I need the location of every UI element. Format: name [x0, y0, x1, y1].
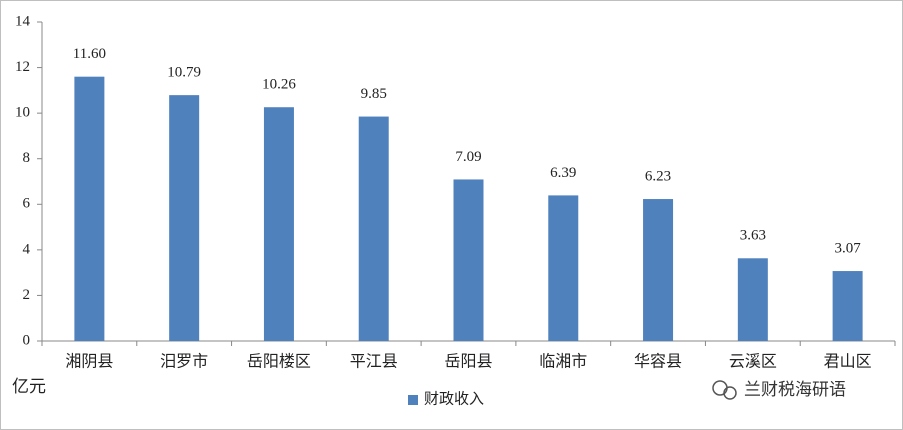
bar [643, 199, 674, 341]
x-tick-label: 君山区 [824, 353, 872, 371]
x-tick-label: 平江县 [350, 353, 398, 371]
data-label: 3.63 [740, 228, 766, 244]
x-tick-label: 岳阳楼区 [247, 353, 311, 371]
y-tick-label: 14 [15, 13, 31, 29]
y-tick-label: 0 [23, 332, 31, 348]
y-tick-label: 10 [15, 105, 30, 121]
y-tick-label: 4 [23, 241, 31, 257]
legend-swatch [408, 395, 418, 405]
y-tick-label: 12 [15, 59, 30, 75]
bar [358, 116, 389, 341]
data-label: 3.07 [834, 240, 861, 256]
data-label: 6.39 [550, 165, 576, 181]
data-label: 9.85 [361, 86, 387, 102]
data-label: 10.26 [262, 77, 296, 93]
bar [169, 95, 200, 341]
data-label: 10.79 [167, 65, 201, 81]
bar [737, 258, 768, 341]
x-tick-label: 临湘市 [539, 353, 587, 371]
watermark: 兰财税海研语 [744, 380, 846, 400]
x-tick-label: 华容县 [634, 353, 682, 371]
y-tick-label: 8 [23, 150, 31, 166]
x-tick-label: 湘阴县 [65, 353, 113, 371]
y-axis-label: 亿元 [12, 377, 46, 396]
bar [74, 76, 105, 341]
x-tick-label: 云溪区 [729, 353, 777, 371]
data-label: 11.60 [73, 46, 106, 62]
watermark-icon [712, 380, 737, 400]
bar [263, 107, 294, 342]
data-label: 7.09 [455, 149, 481, 165]
y-tick-label: 6 [23, 196, 31, 212]
data-label: 6.23 [645, 168, 671, 184]
y-tick-label: 2 [23, 287, 31, 303]
x-tick-label: 汨罗市 [160, 353, 208, 371]
bar [548, 195, 579, 341]
bar [832, 271, 863, 341]
legend-label: 财政收入 [424, 390, 484, 407]
x-tick-label: 岳阳县 [444, 353, 492, 371]
bar [453, 179, 484, 341]
